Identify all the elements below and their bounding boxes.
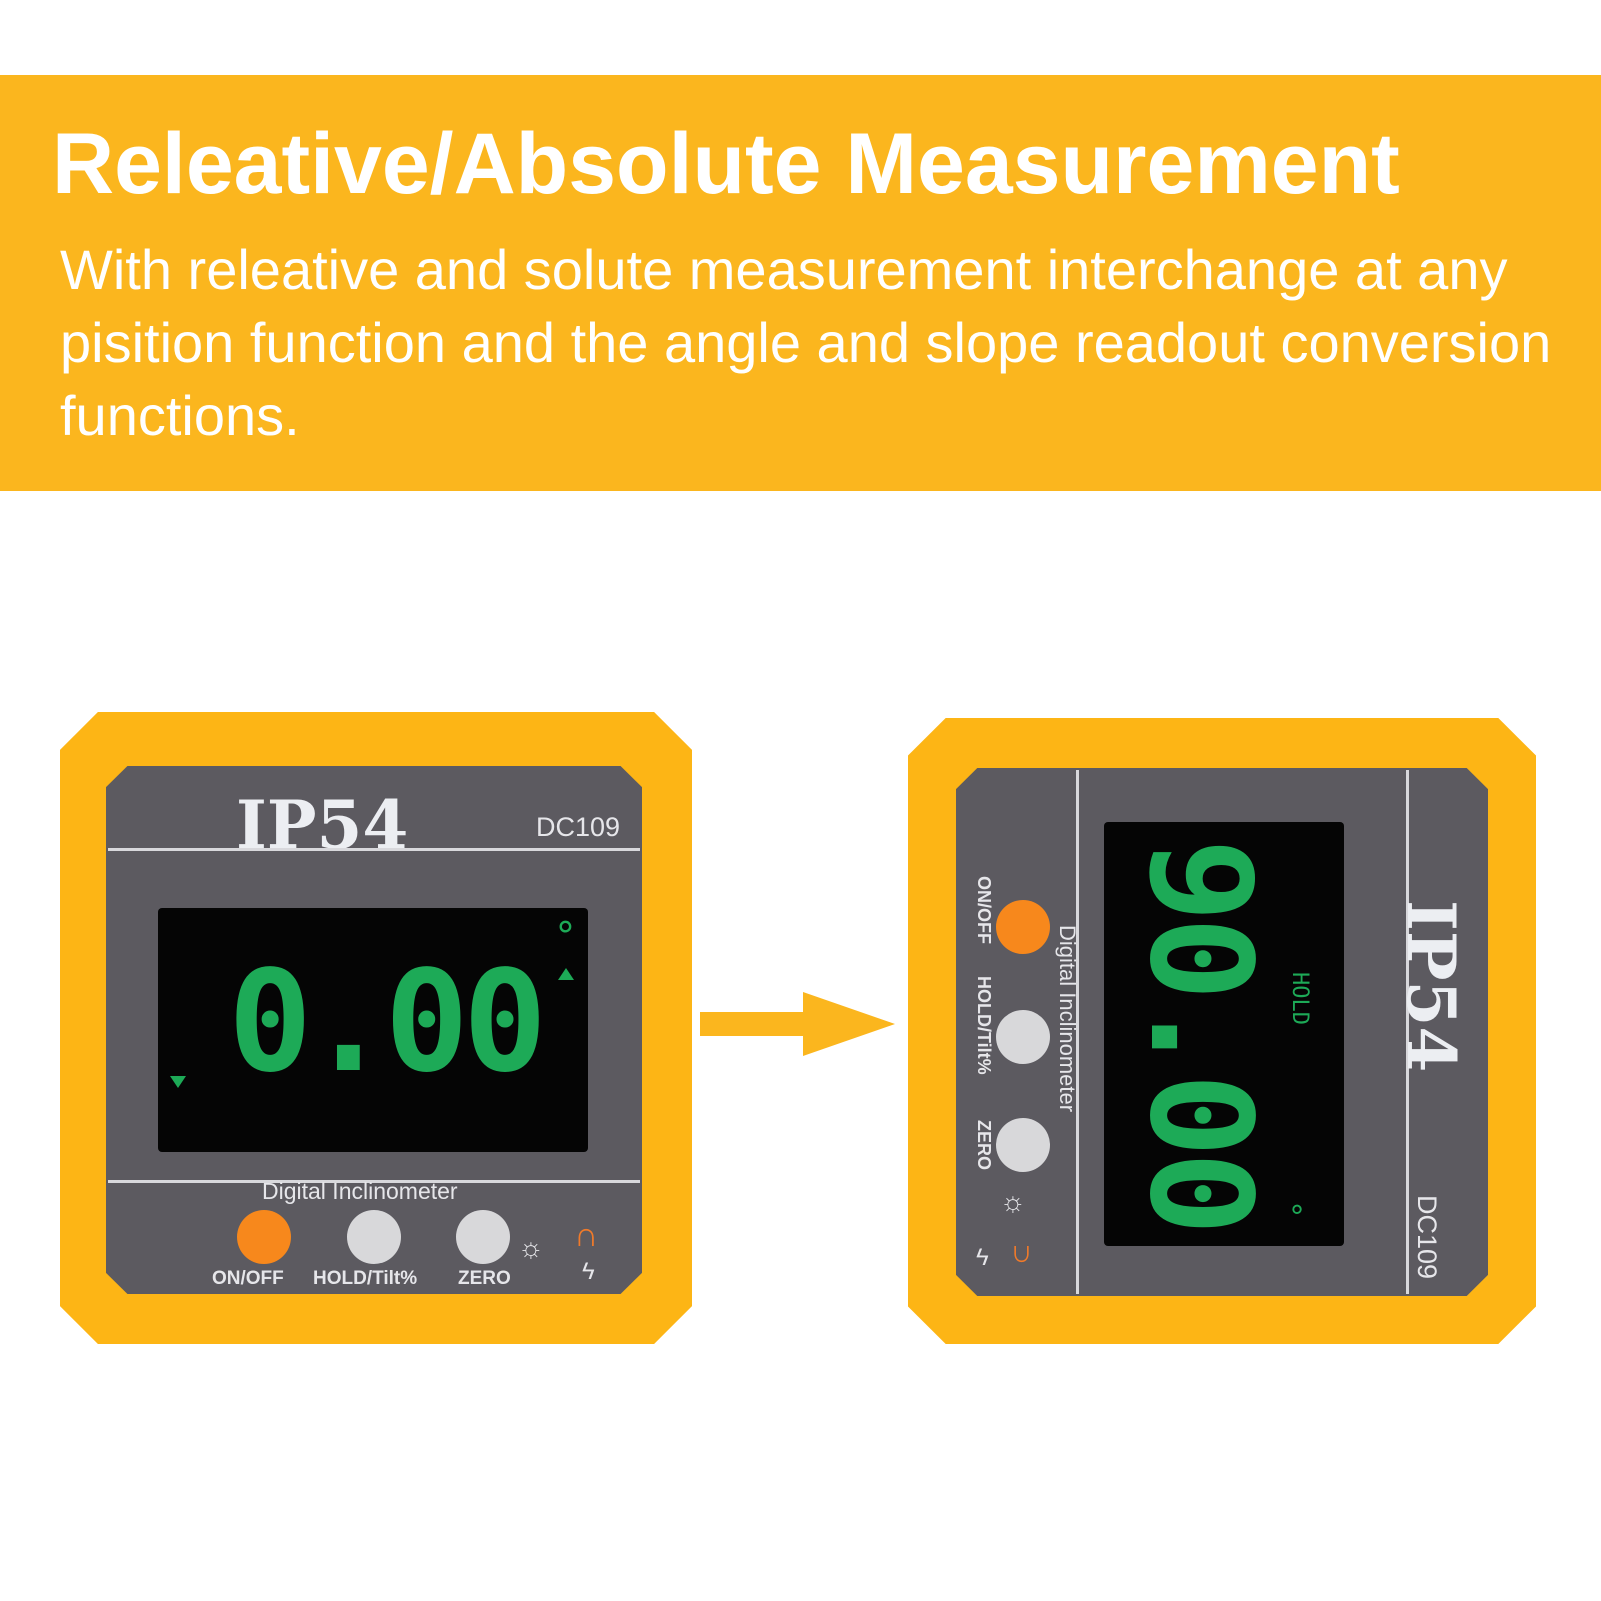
divider	[1076, 770, 1079, 1294]
backlight-icon: ☼	[1000, 1186, 1026, 1217]
degree-unit-right: °	[1288, 1200, 1307, 1235]
on-off-label: ON/OFF	[212, 1268, 284, 1289]
hold-tilt-button[interactable]	[347, 1210, 401, 1264]
zero-label: ZERO	[974, 1120, 994, 1171]
on-off-button[interactable]	[996, 900, 1050, 954]
down-arrow-icon	[170, 1076, 186, 1088]
on-off-button[interactable]	[237, 1210, 291, 1264]
hold-tilt-button[interactable]	[996, 1010, 1050, 1064]
model-label: DC109	[536, 812, 621, 842]
zero-label: ZERO	[458, 1268, 511, 1289]
zero-button[interactable]	[996, 1118, 1050, 1172]
divider	[108, 848, 640, 851]
magnet-icon: ∩	[1010, 1239, 1033, 1275]
hold-tilt-label: HOLD/Tilt%	[313, 1268, 418, 1289]
device-name: Digital Inclinometer	[262, 1178, 458, 1204]
backlight-icon: ☼	[518, 1232, 544, 1263]
device-name: Digital Inclinometer	[1055, 925, 1080, 1113]
rating-label: IP54	[1392, 900, 1470, 1073]
header-banner: Releative/Absolute Measurement With rele…	[0, 75, 1601, 491]
hold-tilt-label: HOLD/Tilt%	[974, 976, 994, 1075]
hold-indicator: HOLD	[1287, 972, 1312, 1025]
model-label: DC109	[1412, 1195, 1442, 1280]
lcd-left: 0.00 °	[158, 908, 588, 1152]
right-arrow-head	[803, 992, 895, 1056]
reading-left: 0.00	[228, 941, 547, 1104]
reading-right: 90.00	[1118, 838, 1281, 1230]
banner-title: Releative/Absolute Measurement	[52, 116, 1400, 212]
up-arrow-icon	[558, 968, 574, 980]
rating-label: IP54	[236, 786, 409, 864]
divider	[1406, 770, 1409, 1294]
degree-unit: °	[554, 914, 577, 958]
magnet-icon: ∩	[574, 1216, 599, 1254]
lightning-icon: ϟ	[976, 1244, 989, 1271]
on-off-label: ON/OFF	[974, 876, 994, 944]
right-arrow-icon	[700, 1012, 805, 1036]
divider	[108, 1180, 640, 1183]
lightning-icon: ϟ	[582, 1258, 595, 1285]
banner-description: With releative and solute measurement in…	[60, 238, 1552, 447]
zero-button[interactable]	[456, 1210, 510, 1264]
lcd-right: 90.00 HOLD °	[1104, 822, 1344, 1246]
